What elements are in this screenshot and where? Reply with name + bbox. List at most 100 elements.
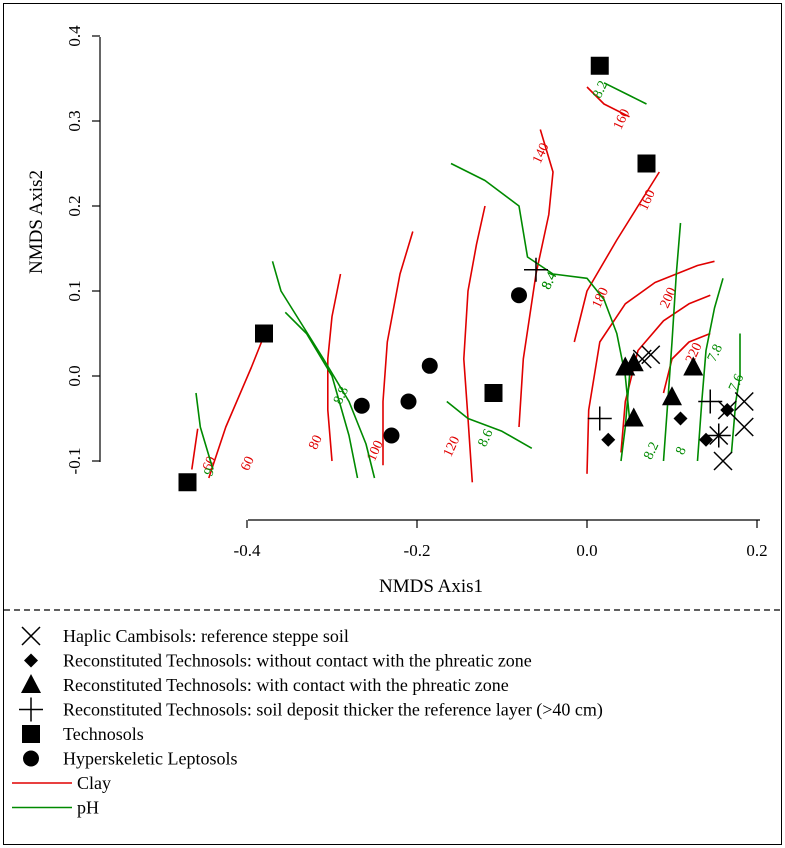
ph-contour-line: [603, 82, 647, 105]
circle-marker: [353, 397, 370, 414]
square-marker: [484, 384, 503, 402]
legend-symbol: [21, 674, 41, 693]
legend-entry: Hyperskeletic Leptosols: [23, 749, 237, 769]
ph-contour-label: 8.4: [539, 270, 560, 292]
data-point: [720, 403, 735, 417]
y-axis-label: NMDS Axis2: [26, 170, 47, 274]
clay-contour-label: 80: [306, 433, 326, 452]
data-point: [637, 154, 656, 173]
cross-marker: [641, 345, 661, 365]
legend-entry: Reconstituted Technosols: soil deposit t…: [19, 697, 603, 722]
ph-contour-line: [271, 261, 376, 479]
y-axis: -0.1 0.0 0.1 0.2 0.3 0.4 NMDS Axis2: [26, 25, 101, 474]
clay-contour-line: [620, 294, 711, 453]
circle-marker: [400, 393, 417, 410]
legend-entry: Reconstituted Technosols: without contac…: [24, 651, 532, 671]
data-point: [623, 407, 644, 427]
y-tick-label: 0.2: [65, 195, 84, 216]
x-tick-label: 0.2: [746, 541, 767, 560]
diamond-marker: [673, 411, 688, 426]
ph-contour-label: 8: [673, 445, 690, 458]
clay-contour-line: [208, 324, 270, 479]
data-point: [734, 417, 754, 437]
plus-marker: [19, 697, 43, 722]
legend-label: Technosols: [63, 724, 144, 744]
x-axis: -0.4 -0.2 0.0 0.2 NMDS Axis1: [234, 519, 768, 597]
clay-contour-line: [573, 171, 660, 343]
legend-symbol: [21, 626, 41, 646]
legend: Haplic Cambisols: reference steppe soil R…: [12, 626, 603, 818]
clay-contour-label: 180: [590, 285, 612, 310]
cross-marker: [734, 391, 754, 412]
diamond-marker: [720, 403, 735, 417]
data-point: [734, 391, 754, 412]
ph-contour-line: [662, 222, 682, 462]
clay-contour-label: 140: [530, 141, 552, 166]
legend-symbol: [19, 697, 43, 722]
data-point: [601, 432, 616, 447]
ph-contour-line: [450, 162, 631, 419]
clay-contour-line: [586, 86, 630, 118]
circle-marker: [383, 427, 400, 444]
triangle-marker: [623, 352, 644, 372]
cross-marker: [21, 626, 41, 646]
ph-contour-label: 8.8: [331, 385, 352, 407]
ph-contour-label: 8.2: [641, 440, 662, 462]
legend-entry: Reconstituted Technosols: with contact w…: [21, 674, 509, 695]
circle-marker: [511, 287, 527, 304]
point-layer: [178, 56, 754, 492]
clay-contour-label: 60: [238, 454, 258, 473]
legend-symbol: [23, 750, 39, 767]
square-marker: [637, 154, 656, 173]
data-point: [713, 451, 733, 471]
triangle-marker: [623, 407, 644, 427]
data-point: [641, 345, 661, 365]
legend-label: Hyperskeletic Leptosols: [63, 749, 237, 769]
y-tick-label: 0.0: [65, 365, 84, 386]
y-tick-label: 0.1: [65, 280, 84, 301]
data-point: [706, 423, 731, 448]
data-point: [484, 384, 503, 402]
plus-marker: [698, 389, 723, 414]
ph-contour-label: 7.6: [726, 372, 747, 394]
data-point: [673, 411, 688, 426]
ph-contour-line: [195, 392, 214, 470]
y-tick-label: 0.4: [65, 25, 84, 47]
square-marker: [178, 473, 197, 492]
legend-entry: Haplic Cambisols: reference steppe soil: [21, 626, 349, 646]
legend-entry: Clay: [12, 773, 111, 793]
x-tick-label: 0.0: [576, 541, 597, 560]
data-point: [178, 473, 197, 492]
clay-contour-label: 120: [441, 434, 463, 459]
legend-label: Haplic Cambisols: reference steppe soil: [63, 626, 349, 646]
y-tick-label: 0.3: [65, 110, 84, 131]
ph-contour-line: [730, 333, 741, 453]
square-marker: [255, 324, 273, 343]
data-point: [511, 287, 527, 304]
ph-contour-label: 7.8: [705, 342, 726, 364]
data-point: [524, 257, 548, 282]
diamond-marker: [601, 432, 616, 447]
plus-marker: [706, 423, 731, 448]
clay-contour-line: [382, 231, 414, 466]
legend-label: Clay: [77, 773, 111, 793]
legend-label: pH: [77, 798, 99, 818]
circle-marker: [23, 750, 39, 767]
legend-label: Reconstituted Technosols: soil deposit t…: [63, 700, 603, 721]
x-tick-label: -0.4: [234, 541, 261, 560]
clay-contour-label: 200: [658, 285, 680, 310]
data-point: [623, 352, 644, 372]
legend-entry: pH: [12, 798, 99, 818]
figure-frame: [3, 3, 782, 845]
cross-marker: [734, 417, 754, 437]
data-point: [683, 356, 704, 376]
data-point: [400, 393, 417, 410]
data-point: [255, 324, 273, 343]
data-point: [353, 397, 370, 414]
ph-contour-line: [446, 400, 533, 449]
clay-contour-line: [586, 260, 715, 474]
x-axis-label: NMDS Axis1: [379, 576, 483, 597]
diamond-marker: [24, 653, 38, 668]
circle-marker: [421, 357, 438, 374]
